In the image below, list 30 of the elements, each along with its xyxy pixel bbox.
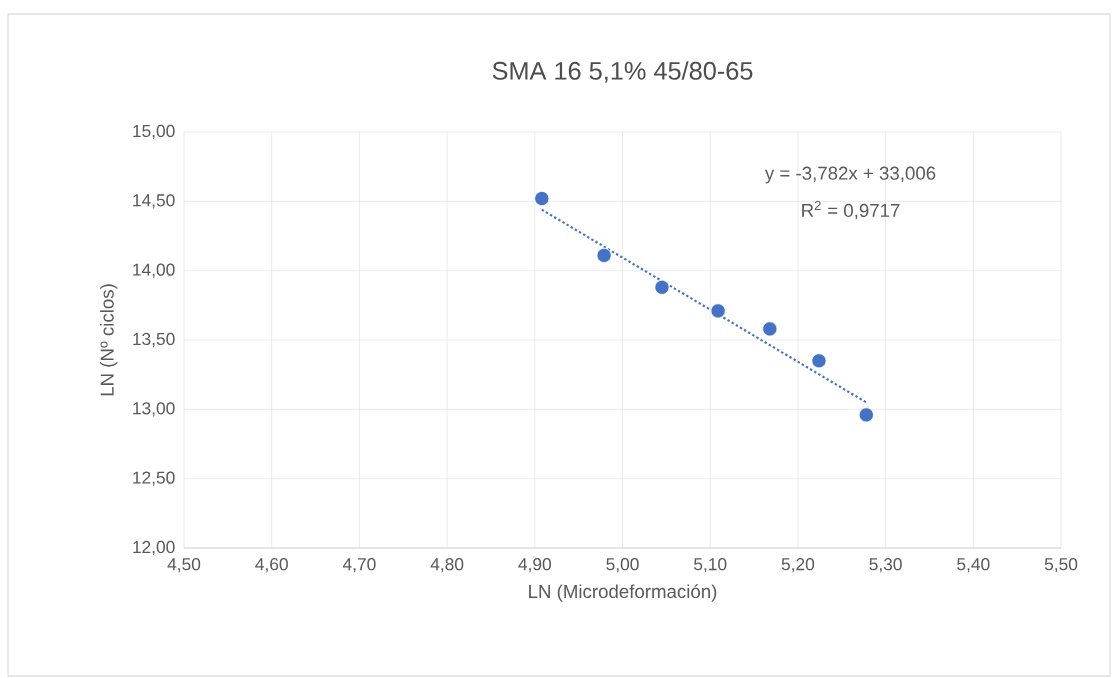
y-tick-label: 12,00 xyxy=(133,540,175,556)
x-tick-label: 5,40 xyxy=(957,558,990,573)
x-tick-label: 5,50 xyxy=(1044,558,1078,573)
annotation: R$^{2}$ = 0,9717 xyxy=(802,200,900,220)
point xyxy=(858,407,874,423)
point xyxy=(596,247,612,263)
point xyxy=(710,303,726,319)
y-tick-label: 14,50 xyxy=(133,194,175,209)
y-tick-label: 15,00 xyxy=(133,124,175,140)
y-tick-label: 12,50 xyxy=(133,471,175,486)
point xyxy=(534,191,550,207)
y-tick-label: 14,00 xyxy=(133,263,175,278)
x-tick-label: 5,00 xyxy=(606,558,639,573)
y-axis-title: LN (Nº ciclos) xyxy=(100,284,118,396)
x-tick-label: 4,60 xyxy=(255,558,288,573)
x-tick-label: 4,80 xyxy=(430,558,464,573)
y-tick-label: 13,00 xyxy=(133,402,175,417)
point xyxy=(654,279,670,295)
point xyxy=(762,321,778,337)
annotation: y = -3,782x + 33,006 xyxy=(764,166,936,184)
y-tick-label: 13,50 xyxy=(133,332,175,348)
x-axis-title: LN (Microdeformación) xyxy=(529,584,717,602)
chart-title: SMA 16 5,1% 45/80-65 xyxy=(492,61,753,83)
x-tick-label: 4,90 xyxy=(518,558,551,573)
x-tick-label: 4,70 xyxy=(342,558,376,573)
x-tick-label: 5,30 xyxy=(869,558,902,573)
x-tick-label: 5,20 xyxy=(781,558,815,573)
point xyxy=(811,353,827,369)
x-tick-label: 5,10 xyxy=(694,558,727,573)
x-tick-label: 4,50 xyxy=(167,558,201,573)
